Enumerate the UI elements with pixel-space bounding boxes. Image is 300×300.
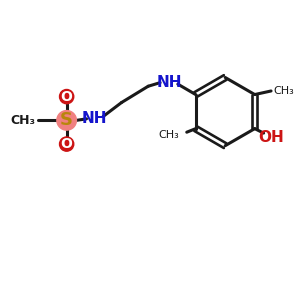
Text: S: S xyxy=(60,111,73,129)
Text: NH: NH xyxy=(156,75,182,90)
Text: OH: OH xyxy=(258,130,284,145)
Text: O: O xyxy=(61,90,73,104)
Circle shape xyxy=(59,137,74,151)
Text: CH₃: CH₃ xyxy=(159,130,179,140)
Circle shape xyxy=(57,111,76,130)
Circle shape xyxy=(59,89,74,104)
Text: CH₃: CH₃ xyxy=(11,114,35,127)
Text: CH₃: CH₃ xyxy=(273,86,294,96)
Text: O: O xyxy=(61,137,73,151)
Text: NH: NH xyxy=(82,111,108,126)
